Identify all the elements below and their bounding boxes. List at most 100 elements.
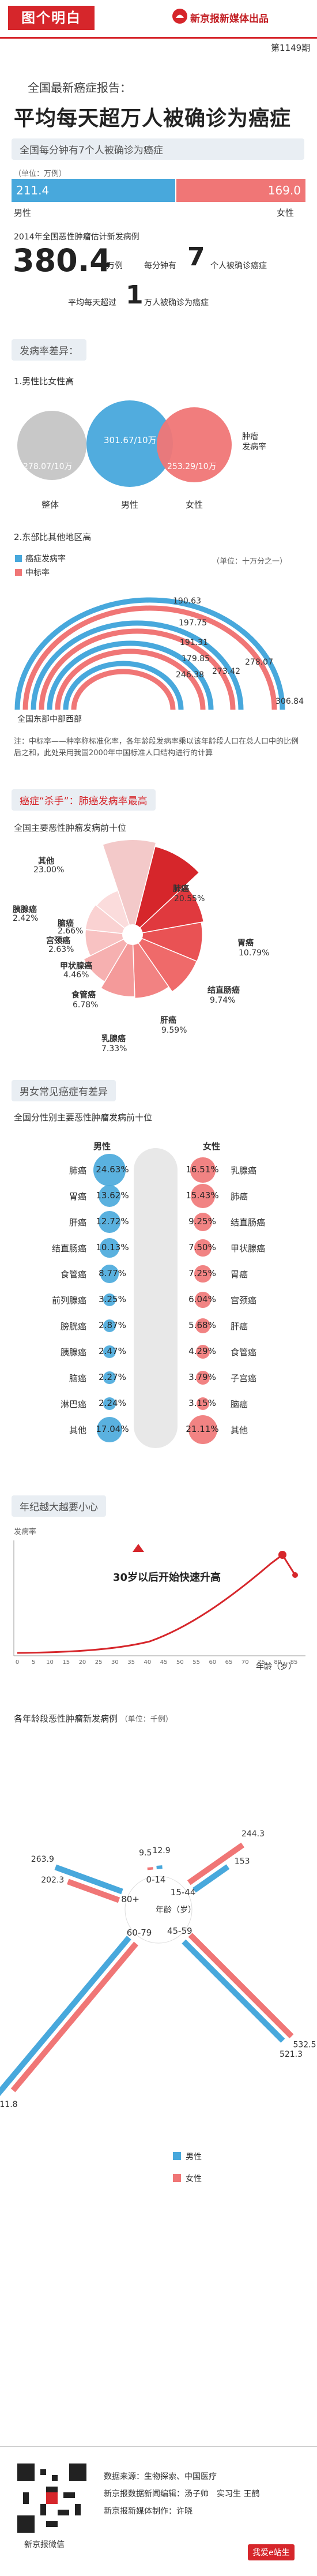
rate-label: 肿瘤 发病率 — [242, 432, 266, 452]
age-tick: 45 — [160, 1659, 168, 1666]
female-value: 253.29/10万 — [167, 462, 217, 471]
age-tick: 55 — [193, 1659, 200, 1666]
note-standard-rate: 注：中标率——种率称标准化率，各年龄段发病率乘以该年龄段人口在总人口中的比例后之… — [14, 737, 299, 758]
radial-bar-male — [182, 1939, 285, 2043]
female-bubble — [195, 1344, 210, 1359]
arc-west-rate — [63, 661, 184, 710]
arc-east-standard — [39, 628, 236, 710]
region-east: 东部 — [33, 715, 50, 724]
rose-label-lung: 肺癌 — [173, 884, 189, 894]
male-cancer-name: 膀胱癌 — [60, 1321, 86, 1332]
rose-value-lung: 20.55% — [174, 894, 205, 903]
male-bubble — [98, 1184, 121, 1208]
legend-female-swatch — [173, 2174, 181, 2182]
female-bar: 169.0 — [176, 179, 305, 202]
female-cancer-pct: 7.50% — [188, 1242, 216, 1253]
age-tick: 30 — [111, 1659, 119, 1666]
female-bubble — [196, 1397, 210, 1411]
female-cancer-pct: 4.29% — [188, 1346, 216, 1356]
rose-label-liver: 肝癌 — [160, 1016, 176, 1025]
rose-value-breast: 7.33% — [101, 1044, 127, 1053]
female-cancer-name: 子宫癌 — [231, 1373, 257, 1383]
age-tick: 5 — [32, 1659, 36, 1666]
editor-line: 新京报数据新闻编辑：汤子帅 实习生 王鹤 — [104, 2489, 260, 2499]
arc-central-rate — [47, 640, 214, 710]
rose-label-colorectal: 结直肠癌 — [207, 986, 240, 995]
rose-label-esophagus: 食管癌 — [71, 991, 96, 1000]
rose-slice-10 — [102, 839, 157, 936]
logo: 图个明白 — [8, 6, 95, 30]
radial-center-ring — [124, 1876, 193, 1944]
arc-value-4: 179.85 — [182, 654, 210, 663]
radial-bar-female — [10, 1941, 138, 2093]
female-bubble — [193, 1212, 213, 1232]
rose-label-brain: 脑癌 — [58, 919, 74, 928]
legend-swatch-standard — [15, 569, 22, 576]
rose-slice-1 — [131, 884, 205, 936]
legend-incidence: 癌症发病率 — [25, 554, 66, 564]
rose-value-colorectal: 9.74% — [210, 996, 236, 1005]
female-cancer-name: 肺癌 — [231, 1191, 248, 1202]
radial-bar-male — [54, 1864, 123, 1895]
radial-value-male: 521.3 — [280, 2050, 303, 2059]
male-column-header: 男性 — [93, 1141, 111, 1152]
arc-value-8: 306.84 — [276, 697, 304, 706]
female-column-header: 女性 — [203, 1141, 221, 1152]
male-cancer-name: 肝癌 — [69, 1217, 86, 1228]
arc-value-1: 190.63 — [173, 597, 201, 606]
section-pill-2: 发病率差异： — [12, 339, 86, 361]
male-cancer-pct: 12.72% — [96, 1216, 129, 1227]
legend-standard: 中标率 — [25, 568, 50, 578]
male-bubble — [100, 1238, 119, 1258]
region-national: 全国 — [17, 715, 33, 724]
male-value: 301.67/10万 — [104, 435, 157, 445]
arc-value-6: 273.42 — [212, 667, 240, 676]
rose-value-esophagus: 6.78% — [73, 1000, 99, 1010]
radial-bar-male — [0, 1936, 131, 2097]
female-cancer-name: 脑癌 — [231, 1399, 248, 1409]
age-tick: 40 — [144, 1659, 152, 1666]
arc-national-standard — [22, 605, 277, 710]
arc-central-standard — [55, 648, 206, 710]
age-tick: 60 — [209, 1659, 217, 1666]
per-minute-pre: 每分钟有 — [144, 261, 176, 271]
female-cancer-pct: 15.43% — [186, 1190, 219, 1201]
male-cancer-name: 其他 — [69, 1425, 86, 1435]
rose-label-stomach: 胃癌 — [237, 939, 254, 948]
radial-bar-female — [187, 1842, 245, 1885]
rose-slice-8 — [85, 904, 134, 936]
female-bubble — [195, 1318, 211, 1334]
qr-code-icon[interactable] — [17, 2463, 86, 2533]
legend-swatch-incidence — [15, 555, 22, 562]
radial-value-male: 12.9 — [152, 1846, 170, 1855]
age-tick: 50 — [176, 1659, 184, 1666]
male-cancer-name: 淋巴癌 — [60, 1399, 86, 1409]
overall-label: 整体 — [41, 500, 59, 510]
male-bubble — [103, 1319, 116, 1333]
daily-number: 1 — [126, 280, 144, 310]
female-bubble — [188, 1415, 218, 1445]
rose-value-stomach: 10.79% — [239, 948, 270, 958]
male-cancer-pct: 3.25% — [99, 1294, 126, 1304]
unit-label: （单位：万例） — [14, 170, 67, 178]
section-pill-3: 癌症“杀手”：肺癌发病率最高 — [12, 789, 156, 811]
legend-male-swatch — [173, 2152, 181, 2160]
circle-female — [157, 407, 232, 482]
radial-bar-female — [67, 1878, 120, 1903]
female-cancer-pct: 7.25% — [188, 1268, 216, 1278]
female-cancer-pct: 3.79% — [188, 1372, 216, 1382]
female-cancer-pct: 3.15% — [188, 1398, 216, 1408]
section-pill-1: 全国每分钟有7个人被确诊为癌症 — [12, 138, 304, 160]
male-bubble — [99, 1211, 120, 1233]
radial-group-label: 60-79 — [127, 1928, 152, 1938]
female-cancer-pct: 16.51% — [186, 1164, 219, 1175]
female-cancer-name: 甲状腺癌 — [231, 1243, 266, 1254]
male-cancer-pct: 10.13% — [96, 1242, 129, 1253]
male-cancer-pct: 13.62% — [96, 1190, 129, 1201]
circle-overall — [17, 411, 86, 480]
female-cancer-pct: 6.04% — [188, 1294, 216, 1304]
legend-female-label: 女性 — [186, 2174, 202, 2184]
rose-slice-3 — [131, 933, 198, 993]
emblem-icon — [172, 9, 187, 24]
per-minute-number: 7 — [187, 242, 205, 272]
